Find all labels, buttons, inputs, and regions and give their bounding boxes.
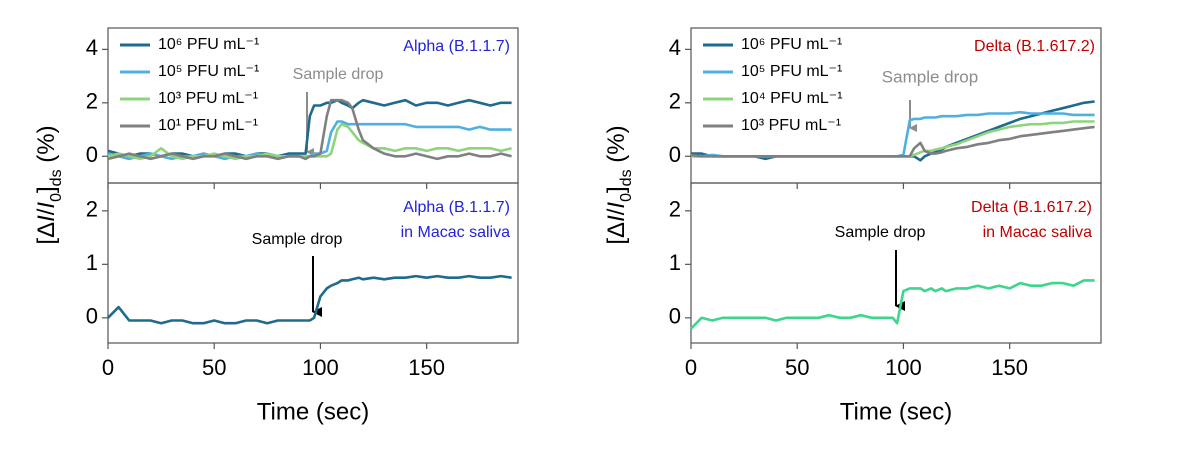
y-tick-label: 2 — [86, 89, 98, 114]
y-axis-label-part: ] — [603, 186, 630, 193]
y-axis-label-part: [Δ — [603, 222, 630, 245]
legend-label: 10⁵ PFU mL⁻¹ — [741, 63, 842, 80]
legend-label: 10⁶ PFU mL⁻¹ — [158, 36, 259, 53]
legend-label: 10⁵ PFU mL⁻¹ — [158, 63, 259, 80]
y-axis-label-part: / — [33, 208, 60, 215]
annotation: Sample drop — [882, 67, 978, 86]
data-line — [107, 274, 512, 325]
x-tick-label: 100 — [302, 355, 339, 380]
x-tick-label: 0 — [685, 355, 697, 380]
annotation: Alpha (B.1.1.7) — [403, 38, 510, 55]
y-tick-label: 2 — [86, 197, 98, 222]
y-axis-label-part: 0 — [48, 193, 65, 202]
annotation: in Macac saliva — [401, 224, 510, 241]
data-line — [690, 125, 1095, 158]
y-axis-label: [ΔI/I0]ds (%) — [33, 125, 64, 244]
y-axis-label-part: / — [603, 208, 630, 215]
y-tick-label: 4 — [669, 35, 681, 60]
x-tick-label: 100 — [885, 355, 922, 380]
annotation: Sample drop — [252, 231, 343, 248]
y-tick-label: 0 — [86, 304, 98, 329]
legend-label: 10³ PFU mL⁻¹ — [158, 90, 258, 107]
y-tick-label: 1 — [86, 250, 98, 275]
annotation: Delta (B.1.617.2) — [974, 38, 1095, 55]
y-tick-label: 4 — [86, 35, 98, 60]
x-tick-label: 50 — [202, 355, 226, 380]
y-axis-label-part: [Δ — [33, 222, 60, 245]
plot-frame — [107, 182, 519, 344]
data-line — [107, 98, 512, 161]
annotation: in Macac saliva — [983, 224, 1092, 241]
x-tick-label: 150 — [408, 355, 445, 380]
y-axis-label-part: 0 — [618, 193, 635, 202]
annotation: Alpha (B.1.1.7) — [403, 199, 510, 216]
y-axis-label-part: (%) — [33, 125, 60, 169]
y-axis-label-part: (%) — [603, 125, 630, 169]
legend-label: 10⁴ PFU mL⁻¹ — [741, 90, 843, 107]
y-axis-label-part: ] — [33, 186, 60, 193]
annotation: Sample drop — [835, 224, 926, 241]
y-axis-label-part: I — [603, 215, 630, 222]
y-axis-label-part: I — [603, 202, 630, 209]
annotation: Sample drop — [293, 66, 384, 83]
legend-label: 10⁶ PFU mL⁻¹ — [741, 36, 842, 53]
data-line — [690, 279, 1095, 330]
y-tick-label: 2 — [669, 89, 681, 114]
y-tick-label: 0 — [86, 142, 98, 167]
x-tick-label: 150 — [991, 355, 1028, 380]
y-axis-label: [ΔI/I0]ds (%) — [603, 125, 634, 244]
y-axis-label-part: ds — [618, 169, 635, 186]
legend-label: 10¹ PFU mL⁻¹ — [158, 117, 258, 134]
y-tick-label: 0 — [669, 142, 681, 167]
data-line — [107, 98, 512, 158]
x-axis-label: Time (sec) — [257, 398, 369, 425]
x-tick-label: 0 — [102, 355, 114, 380]
y-axis-label-part: I — [33, 202, 60, 209]
y-tick-label: 0 — [669, 304, 681, 329]
y-tick-label: 2 — [669, 197, 681, 222]
legend-label: 10³ PFU mL⁻¹ — [741, 117, 841, 134]
x-tick-label: 50 — [785, 355, 809, 380]
x-axis-label: Time (sec) — [840, 398, 952, 425]
y-tick-label: 1 — [669, 250, 681, 275]
y-axis-label-part: I — [33, 215, 60, 222]
y-axis-label-part: ds — [48, 169, 65, 186]
annotation: Delta (B.1.617.2) — [971, 199, 1092, 216]
plot-frame — [690, 182, 1102, 344]
